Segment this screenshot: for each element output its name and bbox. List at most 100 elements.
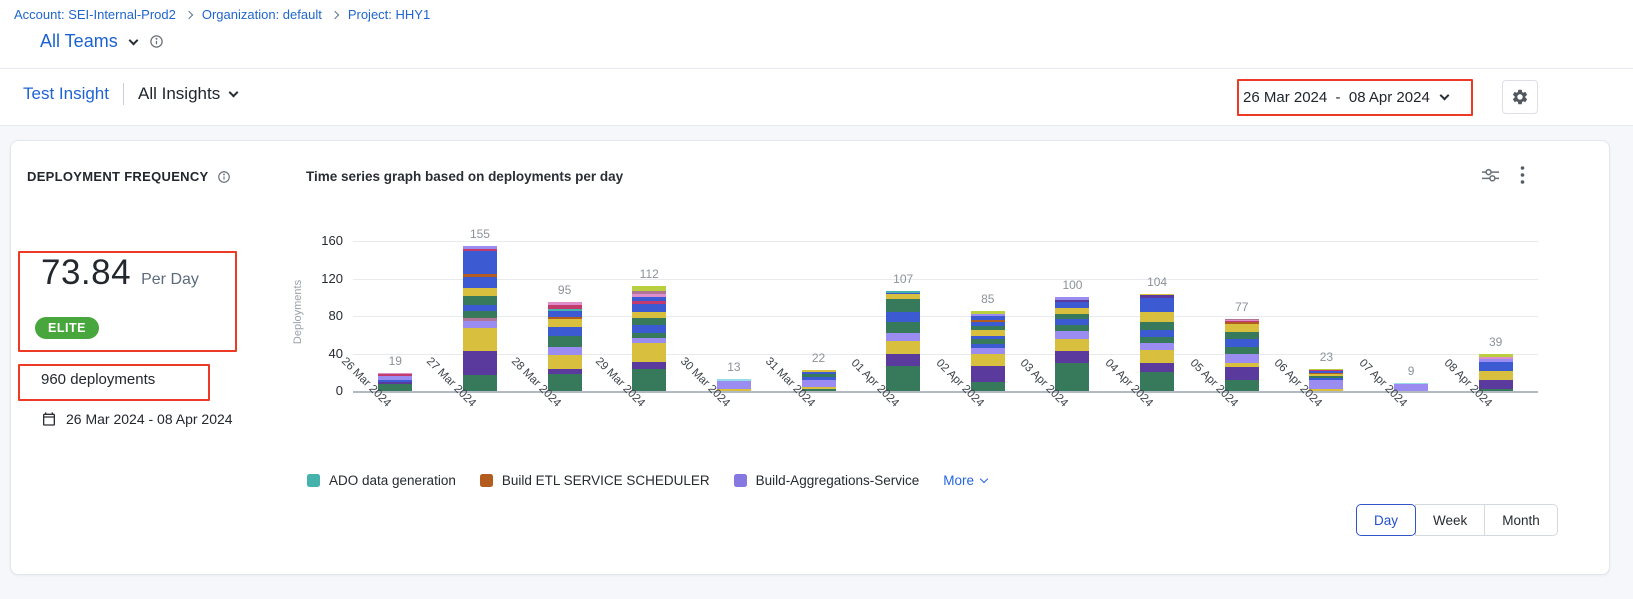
bar-segment bbox=[1478, 389, 1513, 391]
bar-segment bbox=[970, 326, 1005, 331]
bar-segment bbox=[886, 321, 921, 333]
breadcrumb-organization-link[interactable]: Organization: default bbox=[201, 7, 322, 22]
bar-04-apr-2024[interactable] bbox=[1140, 293, 1175, 391]
bar-segment bbox=[547, 311, 582, 317]
breadcrumb-account-link[interactable]: Account: SEI-Internal-Prod2 bbox=[14, 7, 176, 22]
bar-segment bbox=[632, 286, 667, 291]
bar-07-apr-2024[interactable] bbox=[1394, 382, 1429, 391]
bar-28-mar-2024[interactable] bbox=[547, 301, 582, 391]
bar-segment bbox=[1224, 353, 1259, 363]
vertical-divider bbox=[123, 83, 124, 105]
metric-value: 73.84 bbox=[41, 253, 132, 292]
bar-segment bbox=[1055, 300, 1090, 302]
bar-segment bbox=[970, 321, 1005, 327]
legend-item[interactable]: Build-Aggregations-Service bbox=[733, 473, 919, 488]
granularity-week-button[interactable]: Week bbox=[1415, 504, 1486, 536]
bar-segment bbox=[547, 304, 582, 309]
bar-value-label: 13 bbox=[727, 359, 741, 374]
bar-value-label: 95 bbox=[557, 282, 572, 297]
bar-05-apr-2024[interactable] bbox=[1224, 318, 1259, 391]
bar-29-mar-2024[interactable] bbox=[632, 286, 667, 391]
bar-segment bbox=[632, 293, 667, 298]
bar-segment bbox=[801, 389, 836, 391]
bar-segment bbox=[632, 332, 667, 338]
bar-segment bbox=[462, 245, 497, 249]
bar-segment bbox=[462, 248, 497, 252]
bar-segment bbox=[462, 375, 497, 391]
info-icon[interactable] bbox=[217, 170, 231, 184]
bar-segment bbox=[632, 325, 667, 333]
bar-segment bbox=[1055, 301, 1090, 308]
legend-label: ADO data generation bbox=[329, 473, 456, 488]
bar-segment bbox=[1055, 318, 1090, 326]
bar-27-mar-2024[interactable] bbox=[462, 245, 497, 391]
chart-filters-button[interactable] bbox=[1481, 167, 1500, 183]
bar-segment bbox=[632, 301, 667, 304]
bar-segment bbox=[462, 320, 497, 329]
team-selector[interactable]: All Teams bbox=[40, 31, 164, 52]
bar-segment bbox=[970, 311, 1005, 315]
bar-segment bbox=[1478, 361, 1513, 366]
legend-item[interactable]: ADO data generation bbox=[307, 473, 456, 488]
bar-segment bbox=[1309, 377, 1344, 380]
bar-segment bbox=[1309, 374, 1344, 376]
bar-segment bbox=[1055, 362, 1090, 391]
legend-item[interactable]: Build ETL SERVICE SCHEDULER bbox=[479, 473, 710, 488]
bar-segment bbox=[462, 276, 497, 288]
settings-button[interactable] bbox=[1502, 80, 1538, 114]
bar-segment bbox=[1140, 336, 1175, 344]
bar-segment bbox=[632, 303, 667, 313]
bar-segment bbox=[1140, 330, 1175, 337]
bar-segment bbox=[886, 341, 921, 355]
bar-segment bbox=[886, 365, 921, 391]
bar-06-apr-2024[interactable] bbox=[1309, 369, 1344, 391]
bar-segment bbox=[547, 327, 582, 336]
legend-more-link[interactable]: More bbox=[943, 473, 989, 488]
bar-segment bbox=[462, 287, 497, 297]
bar-segment bbox=[632, 297, 667, 301]
breadcrumb-project-link[interactable]: Project: HHY1 bbox=[347, 7, 431, 22]
chart-menu-button[interactable] bbox=[1520, 165, 1525, 185]
info-icon[interactable] bbox=[149, 34, 164, 49]
bar-segment bbox=[1224, 318, 1259, 320]
chevron-right-icon bbox=[184, 10, 194, 20]
bar-segment bbox=[1309, 373, 1344, 375]
bar-segment bbox=[716, 380, 751, 390]
y-axis-tick-label: 40 bbox=[328, 345, 343, 361]
date-range-label: 26 Mar 2024 - 08 Apr 2024 bbox=[1243, 88, 1430, 106]
bar-segment bbox=[886, 292, 921, 295]
bar-value-label: 100 bbox=[1062, 278, 1083, 293]
legend-label: Build ETL SERVICE SCHEDULER bbox=[501, 473, 710, 488]
bar-30-mar-2024[interactable] bbox=[716, 378, 751, 391]
granularity-month-button[interactable]: Month bbox=[1484, 504, 1558, 536]
chevron-down-icon[interactable] bbox=[128, 35, 139, 45]
bar-segment bbox=[462, 251, 497, 274]
bar-31-mar-2024[interactable] bbox=[801, 370, 836, 391]
bar-02-apr-2024[interactable] bbox=[970, 311, 1005, 391]
bar-segment bbox=[1394, 383, 1429, 391]
bar-value-label: 77 bbox=[1235, 299, 1249, 314]
bar-value-label: 155 bbox=[469, 226, 490, 241]
insights-dropdown[interactable]: All Insights bbox=[138, 84, 239, 104]
bar-segment bbox=[1224, 331, 1259, 340]
bar-segment bbox=[1224, 366, 1259, 380]
bar-segment bbox=[1140, 293, 1175, 296]
bar-segment bbox=[886, 332, 921, 342]
bar-segment bbox=[970, 339, 1005, 345]
insight-name-link[interactable]: Test Insight bbox=[23, 84, 109, 103]
bar-01-apr-2024[interactable] bbox=[886, 290, 921, 391]
bar-segment bbox=[378, 383, 413, 391]
date-range-dropdown[interactable]: 26 Mar 2024 - 08 Apr 2024 bbox=[1243, 83, 1450, 111]
bar-segment bbox=[1309, 389, 1344, 391]
bar-segment bbox=[632, 337, 667, 344]
bar-segment bbox=[801, 379, 836, 388]
bar-03-apr-2024[interactable] bbox=[1055, 297, 1090, 391]
bar-segment bbox=[1140, 295, 1175, 299]
bar-segment bbox=[547, 335, 582, 347]
bar-26-mar-2024[interactable] bbox=[378, 373, 413, 391]
granularity-day-button[interactable]: Day bbox=[1356, 504, 1417, 536]
bar-08-apr-2024[interactable] bbox=[1478, 354, 1513, 391]
bar-segment bbox=[1055, 307, 1090, 315]
bar-segment bbox=[1478, 365, 1513, 372]
granularity-toggle: Day Week Month bbox=[1356, 504, 1558, 536]
